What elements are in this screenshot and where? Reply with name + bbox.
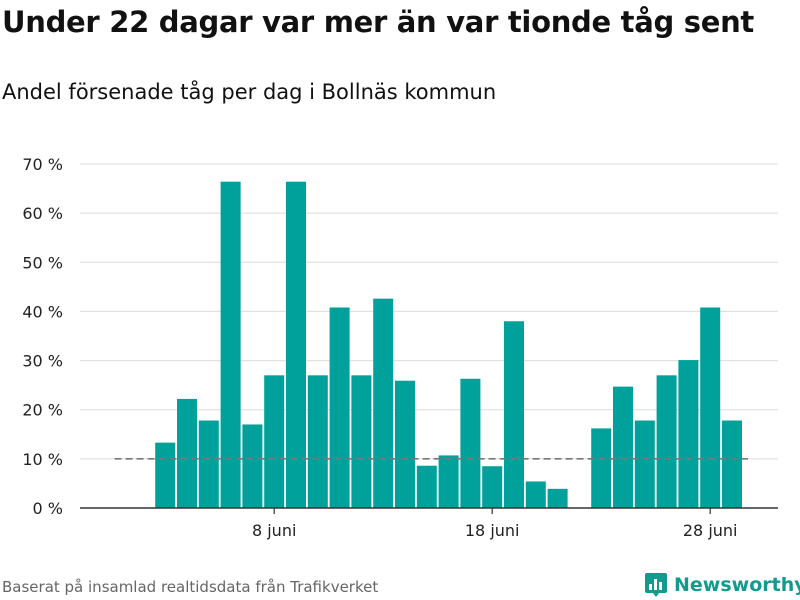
bar xyxy=(613,386,633,508)
bar xyxy=(460,378,481,508)
y-tick-label: 20 % xyxy=(22,401,63,420)
bar xyxy=(155,442,176,508)
source-note: Baserat på insamlad realtidsdata från Tr… xyxy=(2,578,379,596)
bar-chart: 0 % 10 % 20 % 30 % 40 % 50 % 60 % 70 % 8 juni 18 … xyxy=(22,155,778,540)
x-tick-label: 18 juni xyxy=(465,521,520,540)
x-tick-label: 28 juni xyxy=(683,521,738,540)
chart-subtitle: Andel försenade tåg per dag i Bollnäs ko… xyxy=(2,80,497,104)
x-tick-label: 8 juni xyxy=(252,521,296,540)
bar xyxy=(482,466,503,508)
y-tick-label: 50 % xyxy=(22,253,63,272)
y-tick-label: 60 % xyxy=(22,204,63,223)
brand-name: Newsworthy xyxy=(674,574,800,596)
bar xyxy=(198,420,219,508)
bar xyxy=(416,465,437,508)
bar xyxy=(264,375,285,508)
bar xyxy=(656,375,677,508)
y-tick-label: 10 % xyxy=(22,450,63,469)
bar xyxy=(547,488,568,508)
bar xyxy=(177,398,197,508)
chart-title: Under 22 dagar var mer än var tionde tåg… xyxy=(2,5,754,39)
bar xyxy=(220,181,241,509)
y-tick-label: 70 % xyxy=(22,155,63,174)
bar xyxy=(351,375,372,508)
bar xyxy=(242,424,263,508)
bar xyxy=(329,307,350,508)
bar xyxy=(307,375,328,508)
bar xyxy=(438,455,459,508)
bar xyxy=(634,420,655,508)
y-tick-label: 40 % xyxy=(22,302,63,321)
y-tick-label: 30 % xyxy=(22,352,63,371)
y-tick-label: 0 % xyxy=(33,499,63,518)
bar xyxy=(591,428,612,508)
bar xyxy=(286,181,306,509)
bar xyxy=(700,307,721,508)
bar xyxy=(678,360,699,508)
bar-chart-logo-icon xyxy=(645,573,667,597)
bar xyxy=(395,380,415,508)
bar xyxy=(373,298,394,508)
bar xyxy=(525,481,546,508)
bar xyxy=(504,321,524,508)
brand-logo: Newsworthy xyxy=(644,570,800,600)
bar xyxy=(722,420,742,508)
